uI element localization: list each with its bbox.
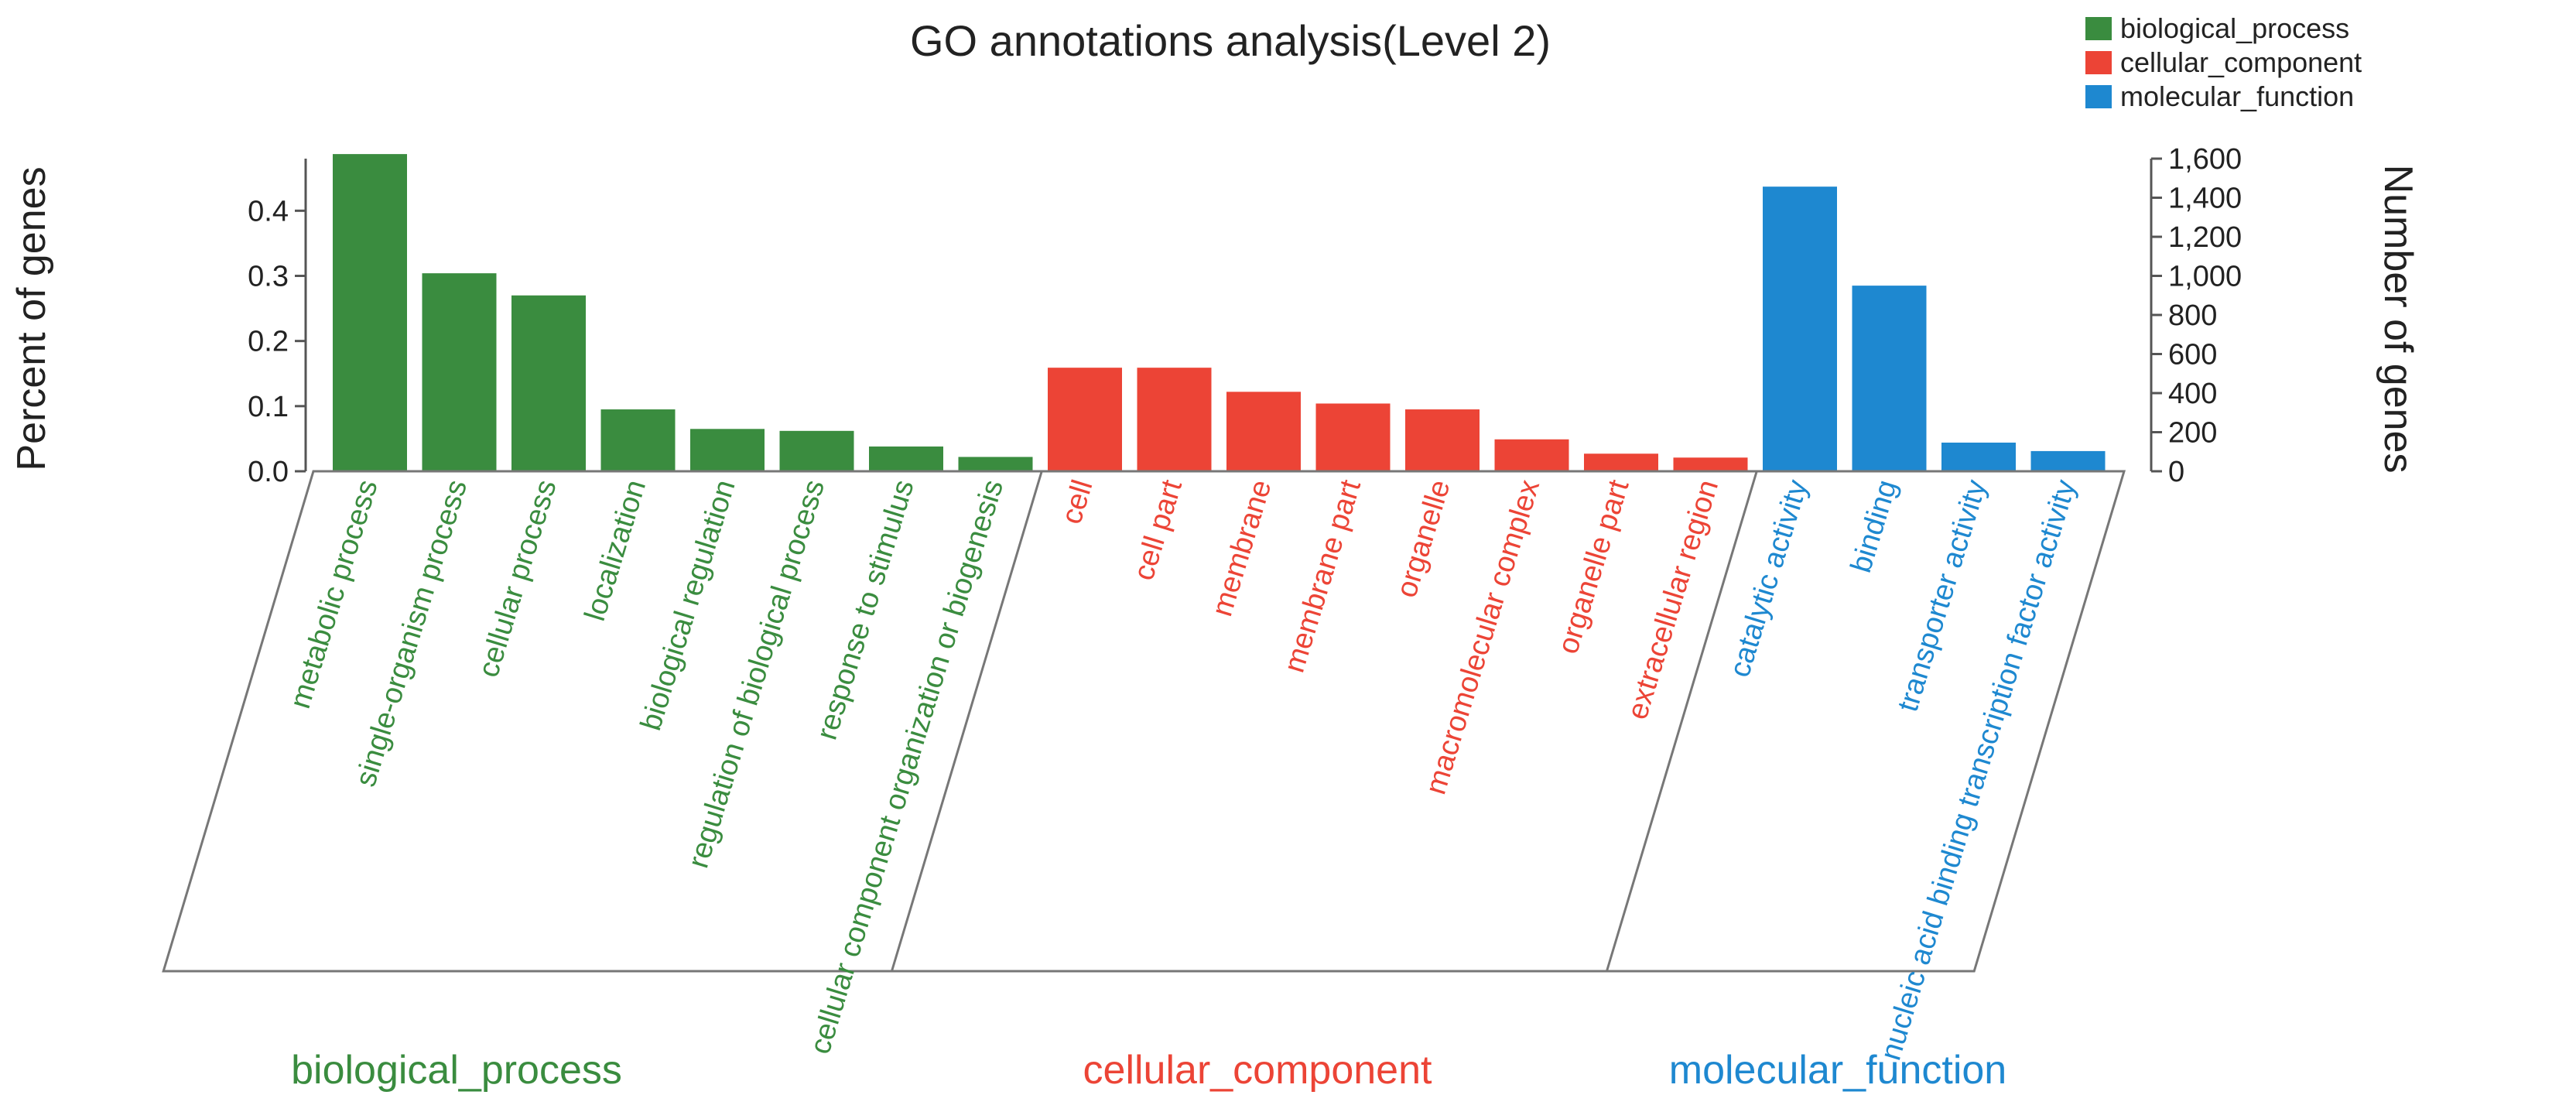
group-label-biological-process: biological_process bbox=[291, 1048, 622, 1093]
legend-label-molecular-function: molecular_function bbox=[2120, 80, 2354, 112]
bar-nucleic-acid-binding-transcription-factor-activity[interactable] bbox=[2030, 450, 2106, 471]
category-label: cell part bbox=[1127, 476, 1189, 584]
bar-binding[interactable] bbox=[1852, 286, 1927, 471]
right-tick-label: 1,000 bbox=[2168, 261, 2242, 293]
legend-item-molecular-function[interactable]: molecular_function bbox=[2085, 80, 2354, 112]
category-label: cell bbox=[1055, 476, 1100, 528]
bar-extracellular-region[interactable] bbox=[1673, 457, 1748, 471]
category-label: organelle part bbox=[1551, 476, 1635, 658]
category-label: extracellular region bbox=[1621, 476, 1725, 723]
bar-membrane-part[interactable] bbox=[1315, 403, 1391, 471]
category-label: binding bbox=[1845, 476, 1904, 576]
bar-cell[interactable] bbox=[1048, 368, 1122, 471]
left-tick-label: 0.3 bbox=[248, 261, 289, 293]
legend-item-biological-process[interactable]: biological_process bbox=[2085, 12, 2349, 44]
left-tick-label: 0.0 bbox=[248, 456, 289, 488]
bar-localization[interactable] bbox=[600, 409, 676, 471]
bar-cellular-process[interactable] bbox=[511, 295, 586, 471]
category-label: metabolic process bbox=[284, 476, 385, 712]
left-tick-label: 0.1 bbox=[248, 391, 289, 423]
legend-swatch-biological-process bbox=[2085, 17, 2112, 40]
bar-organelle[interactable] bbox=[1405, 409, 1480, 471]
right-axis-title: Number of genes bbox=[2376, 165, 2420, 474]
category-label: organelle bbox=[1391, 476, 1457, 601]
bar-membrane[interactable] bbox=[1226, 392, 1301, 471]
right-tick-label: 1,600 bbox=[2168, 143, 2242, 176]
legend-label-biological-process: biological_process bbox=[2120, 12, 2349, 44]
category-label: catalytic activity bbox=[1723, 476, 1814, 681]
left-tick-label: 0.4 bbox=[248, 195, 289, 228]
chart-title: GO annotations analysis(Level 2) bbox=[910, 16, 1551, 65]
category-label: biological regulation bbox=[635, 476, 741, 734]
bar-organelle-part[interactable] bbox=[1584, 453, 1658, 471]
bar-cell-part[interactable] bbox=[1137, 368, 1212, 471]
label-frame-divider bbox=[1606, 470, 1758, 972]
legend-item-cellular-component[interactable]: cellular_component bbox=[2085, 46, 2362, 78]
bar-cellular-component-organization-or-biogenesis[interactable] bbox=[958, 457, 1033, 471]
left-tick-label: 0.2 bbox=[248, 326, 289, 358]
group-label-cellular-component: cellular_component bbox=[1083, 1048, 1432, 1093]
category-label: localization bbox=[579, 476, 652, 624]
right-tick-label: 400 bbox=[2168, 378, 2217, 410]
bar-single-organism-process[interactable] bbox=[422, 273, 497, 471]
left-y-axis: 0.0 0.1 0.2 0.3 0.4 bbox=[248, 159, 307, 488]
bar-transporter-activity[interactable] bbox=[1941, 442, 2016, 471]
category-label-frames bbox=[162, 470, 2126, 973]
category-label: response to stimulus bbox=[811, 476, 921, 744]
bar-biological-regulation[interactable] bbox=[690, 429, 765, 471]
category-label: cellular process bbox=[472, 476, 563, 681]
legend-label-cellular-component: cellular_component bbox=[2120, 46, 2362, 78]
bar-catalytic-activity[interactable] bbox=[1763, 186, 1837, 472]
bar-regulation-of-biological-process[interactable] bbox=[779, 430, 854, 471]
right-tick-label: 1,400 bbox=[2168, 183, 2242, 215]
legend-swatch-molecular-function bbox=[2085, 85, 2112, 108]
bar-metabolic-process[interactable] bbox=[333, 154, 407, 471]
left-axis-title: Percent of genes bbox=[9, 166, 54, 470]
label-frame-divider bbox=[891, 470, 1043, 972]
right-tick-label: 200 bbox=[2168, 417, 2217, 450]
category-label: nucleic acid binding transcription facto… bbox=[1874, 476, 2082, 1064]
bars bbox=[333, 154, 2106, 472]
category-label: membrane bbox=[1206, 476, 1278, 620]
right-tick-label: 600 bbox=[2168, 339, 2217, 371]
right-tick-label: 1,200 bbox=[2168, 221, 2242, 254]
category-label: membrane part bbox=[1278, 476, 1368, 676]
category-label: transporter activity bbox=[1892, 476, 1993, 715]
legend-swatch-cellular-component bbox=[2085, 51, 2112, 74]
bar-response-to-stimulus[interactable] bbox=[869, 447, 943, 471]
label-frame-outline bbox=[162, 470, 2126, 973]
bar-macromolecular-complex[interactable] bbox=[1494, 439, 1569, 471]
right-y-axis: 0 200 400 600 800 1,000 1,200 1,400 1,600 bbox=[2150, 143, 2242, 488]
group-labels: biological_process cellular_component mole… bbox=[291, 1048, 2006, 1093]
group-label-molecular-function: molecular_function bbox=[1669, 1048, 2006, 1093]
right-tick-label: 800 bbox=[2168, 299, 2217, 332]
legend: biological_process cellular_component mo… bbox=[2085, 12, 2362, 112]
right-tick-label: 0 bbox=[2168, 456, 2184, 488]
